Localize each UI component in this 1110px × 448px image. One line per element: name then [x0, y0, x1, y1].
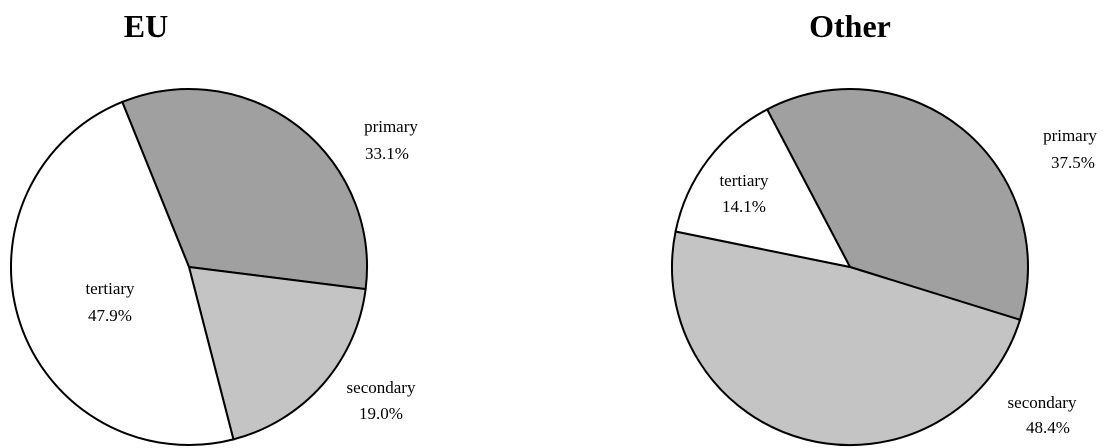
other-slice-primary — [765, 88, 1029, 322]
eu-chart-title: EU — [124, 8, 168, 44]
eu-pie — [10, 88, 369, 447]
other-secondary-label: secondary — [1008, 393, 1077, 412]
other-tertiary-label: tertiary — [719, 171, 769, 190]
other-slice-secondary — [671, 230, 1022, 446]
eu-tertiary-percent: 47.9% — [88, 306, 132, 325]
other-pie — [671, 88, 1029, 446]
eu-secondary-percent: 19.0% — [359, 404, 403, 423]
eu-primary-label: primary — [364, 117, 418, 136]
other-chart: Other primary 37.5% tertiary 14.1% secon… — [671, 8, 1097, 446]
eu-slice-primary — [120, 88, 369, 291]
eu-slice-secondary — [187, 265, 367, 441]
other-slice-tertiary — [674, 108, 852, 269]
other-tertiary-percent: 14.1% — [722, 197, 766, 216]
eu-secondary-label: secondary — [347, 378, 416, 397]
eu-chart: EU primary 33.1% tertiary 47.9% secondar… — [10, 8, 418, 447]
eu-slice-tertiary — [10, 100, 235, 447]
other-chart-title: Other — [809, 8, 891, 44]
eu-primary-percent: 33.1% — [365, 144, 409, 163]
other-primary-label: primary — [1043, 126, 1097, 145]
other-primary-percent: 37.5% — [1051, 153, 1095, 172]
eu-tertiary-label: tertiary — [85, 279, 135, 298]
other-secondary-percent: 48.4% — [1026, 418, 1070, 437]
